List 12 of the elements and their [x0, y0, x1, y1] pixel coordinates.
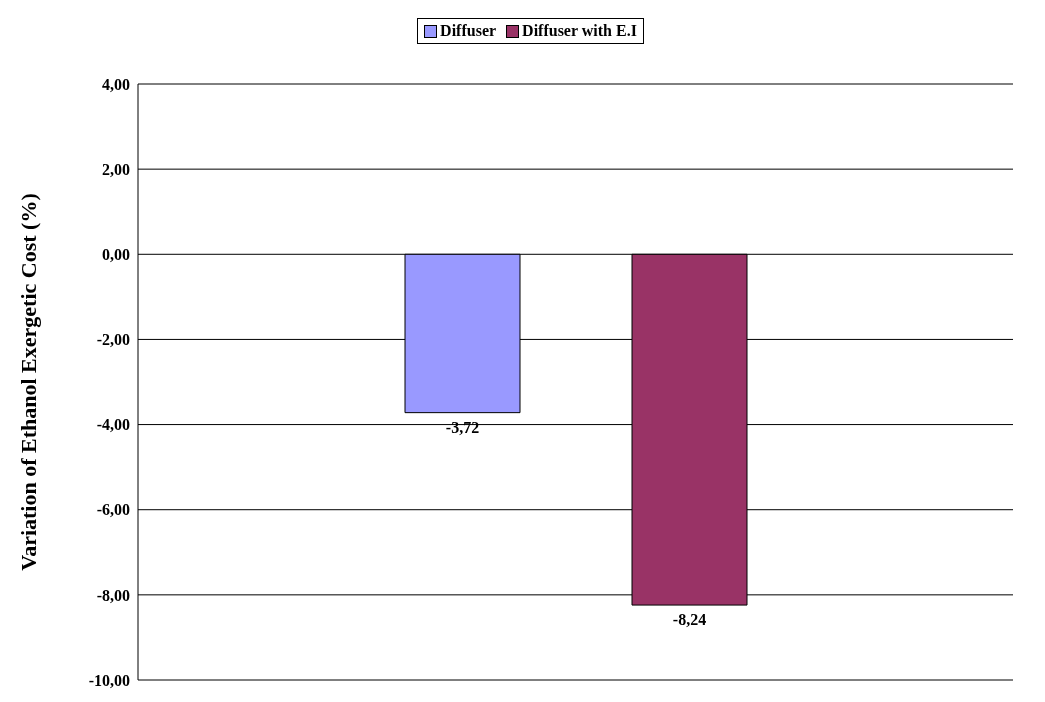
legend-label: Diffuser with E.I [521, 22, 637, 40]
y-tick-label: -2,00 [96, 331, 130, 349]
y-tick-label: 0,00 [102, 245, 130, 263]
legend-label: Diffuser [439, 22, 497, 40]
y-tick-label: -8,00 [96, 586, 130, 604]
y-tick-label: -6,00 [96, 501, 130, 519]
data-label: -8,24 [672, 611, 707, 629]
y-tick-label: -10,00 [88, 671, 130, 689]
y-tick-label: -4,00 [96, 416, 130, 434]
y-tick-label: 4,00 [102, 75, 130, 93]
y-axis-title: Variation of Ethanol Exergetic Cost (%) [15, 193, 41, 571]
y-tick-label: 2,00 [102, 160, 130, 178]
